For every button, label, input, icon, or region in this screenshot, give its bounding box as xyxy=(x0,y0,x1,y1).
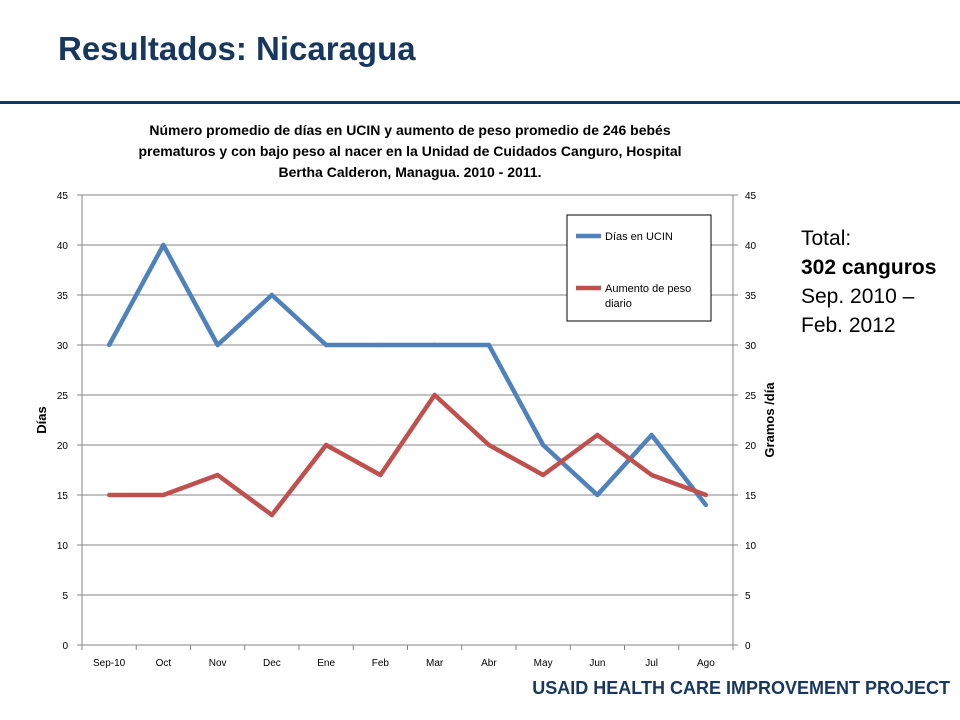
y2-tick-label: 25 xyxy=(745,391,757,402)
x-tick-label: Feb xyxy=(372,658,390,669)
y2-tick-label: 30 xyxy=(745,341,757,352)
legend-label: Aumento de peso xyxy=(605,283,691,295)
summary-period-end: Feb. 2012 xyxy=(801,314,896,337)
y-tick-label: 30 xyxy=(57,341,69,352)
data-point xyxy=(378,472,383,478)
data-point xyxy=(432,342,437,348)
series-line-1 xyxy=(107,242,708,507)
data-point xyxy=(323,342,329,348)
y-tick-label: 15 xyxy=(57,491,69,502)
axes: 0 5 10 15 20 25 30 35 40 45 0 5 10 15 20 25 30 35 40 45 Sep-… xyxy=(34,191,777,669)
y2-tick-label: 20 xyxy=(745,441,757,452)
data-point xyxy=(269,512,275,518)
data-point xyxy=(323,442,329,448)
data-point xyxy=(106,492,112,498)
x-tick-label: Jul xyxy=(645,658,658,669)
legend-label: Días en UCIN xyxy=(605,231,673,243)
data-point xyxy=(649,432,654,438)
y2-tick-label: 10 xyxy=(745,541,757,552)
chart-title: Número promedio de días en UCIN y aument… xyxy=(80,120,740,183)
x-tick-label: Nov xyxy=(209,658,227,669)
y2-tick-label: 5 xyxy=(745,591,751,602)
data-point xyxy=(486,442,492,448)
data-point xyxy=(161,492,166,498)
series-line-2 xyxy=(109,392,707,518)
x-tick-label: Ago xyxy=(697,658,715,669)
y-tick-label: 45 xyxy=(57,191,69,202)
data-point xyxy=(161,242,166,248)
legend-label: diario xyxy=(605,298,632,310)
y-tick-label: 0 xyxy=(62,641,68,652)
summary-period-start: Sep. 2010 – xyxy=(801,285,915,308)
y2-tick-label: 15 xyxy=(745,491,757,502)
legend: Días en UCIN Aumento de peso diario xyxy=(566,214,712,322)
summary-total: 302 canguros xyxy=(801,256,937,279)
y2-tick-label: 45 xyxy=(745,191,757,202)
y2-tick-label: 40 xyxy=(745,241,757,252)
chart-title-line: Bertha Calderon, Managua. 2010 - 2011. xyxy=(278,164,542,180)
data-point xyxy=(215,342,220,348)
y2-tick-label: 0 xyxy=(745,641,751,652)
x-tick-label: May xyxy=(534,658,553,669)
x-tick-label: Jun xyxy=(589,658,605,669)
chart-title-line: Número promedio de días en UCIN y aument… xyxy=(149,122,671,138)
y-tick-label: 40 xyxy=(57,241,69,252)
y2-tick-label: 35 xyxy=(745,291,757,302)
x-tick-label: Oct xyxy=(156,658,172,669)
data-point xyxy=(106,342,112,348)
title-divider xyxy=(0,101,960,104)
y2-axis-title: Gramos /día xyxy=(762,382,777,458)
data-point xyxy=(269,292,275,298)
footer-project-name: USAID HEALTH CARE IMPROVEMENT PROJECT xyxy=(532,678,950,698)
series-lines xyxy=(106,242,709,518)
legend-box xyxy=(566,214,712,322)
data-point xyxy=(215,472,220,478)
data-point xyxy=(540,442,546,448)
y-tick-label: 5 xyxy=(62,591,68,602)
x-tick-label: Dec xyxy=(263,658,281,669)
data-point xyxy=(540,472,546,478)
y-axis-title: Días xyxy=(34,406,49,433)
data-point xyxy=(595,492,600,498)
data-point xyxy=(432,392,437,398)
summary-note: Total: 302 canguros Sep. 2010 – Feb. 201… xyxy=(801,224,936,340)
chart-title-line: prematuros y con bajo peso al nacer en l… xyxy=(138,143,682,159)
gridlines xyxy=(82,194,733,646)
data-point xyxy=(486,342,492,348)
x-tick-label: Abr xyxy=(481,658,497,669)
y-tick-label: 20 xyxy=(57,441,69,452)
x-tick-label: Sep-10 xyxy=(93,658,126,669)
data-point xyxy=(378,342,383,348)
data-point xyxy=(595,432,600,438)
slide-title: Resultados: Nicaragua xyxy=(58,30,416,67)
data-point xyxy=(703,492,709,498)
x-tick-label: Mar xyxy=(426,658,444,669)
data-point xyxy=(649,472,654,478)
y-tick-label: 10 xyxy=(57,541,69,552)
x-tick-label: Ene xyxy=(317,658,335,669)
y-tick-label: 25 xyxy=(57,391,69,402)
y-tick-label: 35 xyxy=(57,291,69,302)
summary-label: Total: xyxy=(801,227,852,250)
data-point xyxy=(703,502,709,508)
